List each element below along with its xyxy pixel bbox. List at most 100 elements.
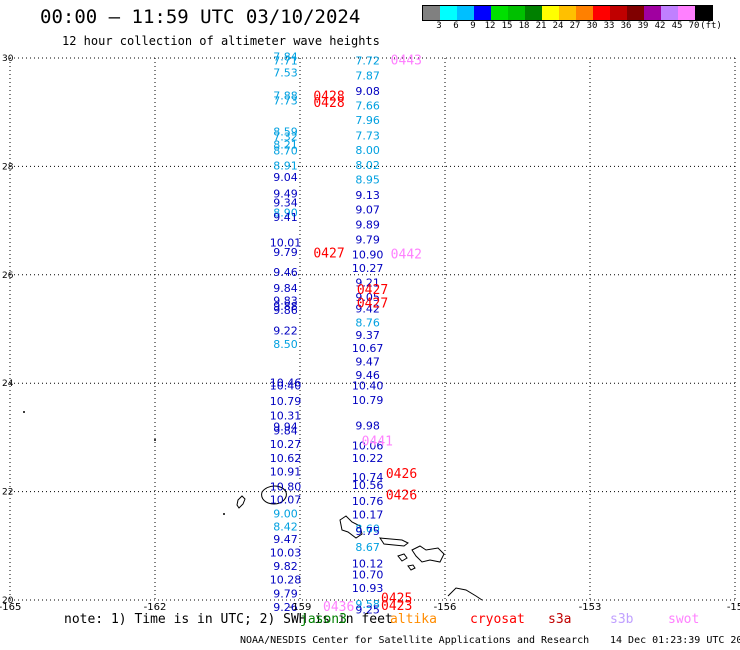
wave-height-value: 9.84	[273, 282, 298, 295]
y-tick-label: 28	[2, 162, 14, 172]
x-tick-label: -162	[144, 602, 167, 613]
wave-height-value: 10.22	[352, 452, 384, 465]
legend-swatch	[627, 6, 644, 20]
legend-swatch	[423, 6, 440, 20]
legend-swatch	[525, 6, 542, 20]
wave-height-value: 10.40	[270, 380, 302, 393]
wave-height-value: 10.01	[270, 237, 302, 250]
legend-label: 42	[654, 21, 666, 31]
wave-height-value: 10.76	[352, 495, 384, 508]
wave-height-value: 10.79	[352, 394, 384, 407]
y-tick-label: 24	[2, 379, 14, 389]
legend-label: (ft)	[700, 21, 722, 31]
wave-height-value: 9.05	[355, 291, 380, 304]
wave-height-value: 10.46	[270, 376, 302, 389]
satellite-label-jason3: jason3	[300, 612, 347, 627]
x-tick-label: -15	[727, 602, 740, 613]
wave-height-value: 7.88	[273, 90, 298, 103]
x-tick-label: -156	[434, 602, 457, 613]
wave-height-value: 10.03	[270, 547, 302, 560]
legend-swatch	[440, 6, 457, 20]
island-maui	[411, 545, 445, 563]
island-hawaii	[447, 587, 483, 601]
legend-label: 70	[688, 21, 700, 31]
legend-swatch	[661, 6, 678, 20]
color-legend-labels: 3 6 9 12 15 18 21 24 27 30 33 36 39 42 45 70 (ft)	[422, 21, 740, 33]
islet-necker	[23, 411, 25, 413]
y-tick-label: 26	[2, 271, 14, 281]
x-tick-label: -165	[0, 602, 21, 613]
satellite-label-s3b: s3b	[610, 612, 634, 627]
wave-height-value: 10.91	[270, 465, 302, 478]
legend-swatch	[695, 6, 712, 20]
x-tick-label: -153	[579, 602, 602, 613]
legend-swatch	[678, 6, 695, 20]
pass-time-label: 0427	[313, 246, 344, 261]
map-grid	[9, 57, 736, 601]
wave-height-value: 10.70	[352, 568, 384, 581]
legend-swatch	[610, 6, 627, 20]
legend-swatch	[559, 6, 576, 20]
axis-tick-labels: -165 -162 -159 -156 -153 -15 30 28 26 24 22 20	[0, 54, 740, 613]
wave-height-value: 10.28	[270, 574, 302, 587]
wave-height-value: 9.75	[355, 525, 380, 538]
wave-height-value: 7.84	[273, 51, 298, 64]
pass-time-label: 0426	[386, 467, 417, 482]
wave-height-value: 9.89	[355, 219, 380, 232]
coastline	[23, 411, 483, 601]
satellite-label-swot: swot	[668, 612, 700, 627]
pass-time-label: 0425	[381, 592, 412, 607]
legend-swatch	[644, 6, 661, 20]
legend-swatch	[491, 6, 508, 20]
wave-height-value: 10.12	[352, 557, 384, 570]
legend-swatch	[508, 6, 525, 20]
wave-height-value: 10.79	[270, 395, 302, 408]
wave-height-value: 9.47	[355, 355, 380, 368]
wave-height-value: 7.71	[273, 55, 298, 68]
page-subtitle: 12 hour collection of altimeter wave hei…	[62, 34, 380, 48]
pass-time-label: 0428	[313, 89, 344, 104]
wave-height-value: 7.96	[355, 114, 380, 127]
page-title: 00:00 – 11:59 UTC 03/10/2024	[40, 6, 361, 28]
wave-height-value: 9.79	[355, 233, 380, 246]
wave-height-value: 8.50	[273, 338, 298, 351]
wave-height-value: 9.07	[355, 204, 380, 217]
island-oahu	[339, 515, 363, 539]
wave-height-value: 9.46	[273, 266, 298, 279]
island-molokai	[379, 537, 409, 547]
pass-time-label: 0441	[362, 435, 393, 450]
wave-height-value: 8.59	[273, 126, 298, 139]
wave-height-value: 10.93	[352, 582, 384, 595]
legend-label: 33	[603, 21, 615, 31]
footer-timestamp: 14 Dec 01:23:39 UTC 2024	[610, 635, 740, 646]
island-lanai	[397, 553, 408, 562]
wave-height-value: 8.42	[273, 521, 298, 534]
wave-height-value: 9.86	[273, 304, 298, 317]
island-kauai	[261, 485, 287, 505]
wave-height-value: 8.91	[273, 160, 298, 173]
legend-label: 45	[671, 21, 683, 31]
wave-height-value: 9.42	[355, 303, 380, 316]
wave-height-value: 7.87	[355, 70, 380, 83]
wave-height-value: 8.00	[355, 144, 380, 157]
legend-swatch	[474, 6, 491, 20]
wave-height-value: 7.73	[273, 95, 298, 108]
legend-label: 21	[535, 21, 547, 31]
y-tick-label: 20	[2, 596, 14, 606]
pass-time-label: 0426	[386, 489, 417, 504]
wave-height-value: 7.32	[273, 130, 298, 143]
wave-height-value: 8.76	[355, 316, 380, 329]
wave-height-value: 10.31	[270, 410, 302, 423]
legend-label: 24	[552, 21, 564, 31]
wave-height-value: 8.90	[273, 206, 298, 219]
legend-swatch	[593, 6, 610, 20]
legend-label: 18	[518, 21, 530, 31]
wave-height-value: 10.62	[270, 452, 302, 465]
wave-height-value: 9.08	[355, 85, 380, 98]
legend-swatch	[576, 6, 593, 20]
islet-nihoa	[154, 439, 156, 441]
wave-height-value: 9.00	[273, 508, 298, 521]
wave-height-value: 10.17	[352, 509, 384, 522]
wave-height-value: 7.72	[355, 55, 380, 68]
wave-height-value: 9.84	[273, 425, 298, 438]
